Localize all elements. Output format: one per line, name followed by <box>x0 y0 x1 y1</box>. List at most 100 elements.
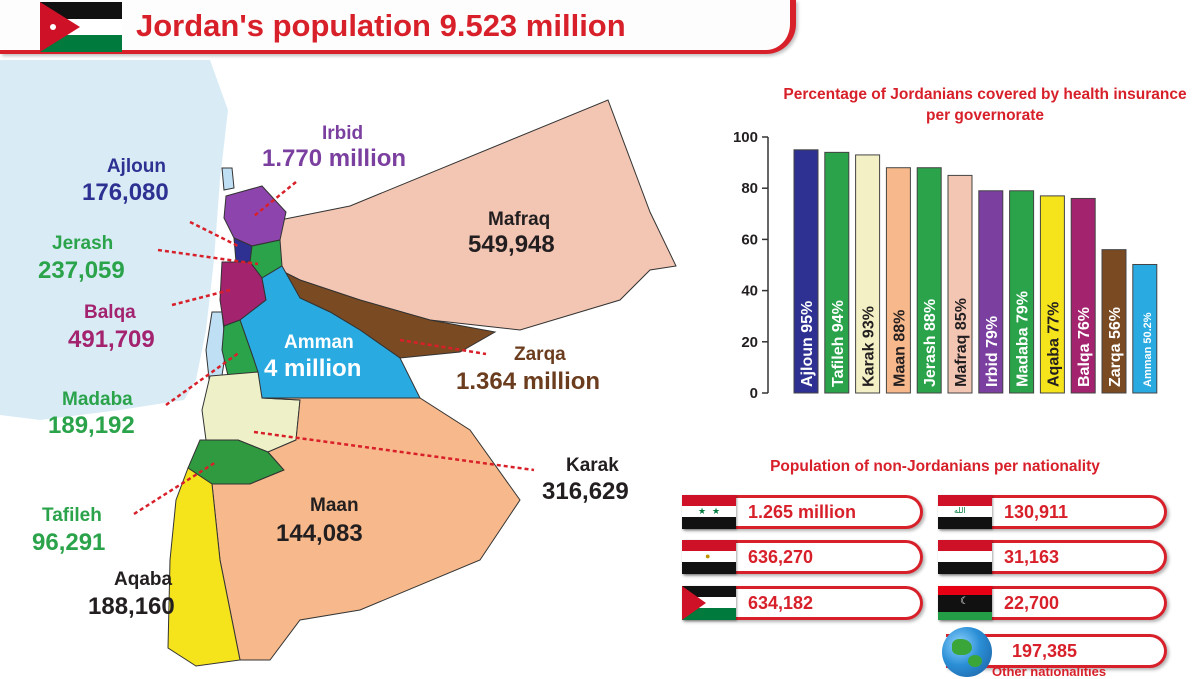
label-mafraq: Mafraq 549,948 <box>468 210 555 257</box>
label-name: Balqa <box>84 302 136 323</box>
bar-balqa <box>1070 197 1096 394</box>
label-maan: Maan 144,083 <box>276 496 363 546</box>
y-tick-label: 40 <box>741 283 758 300</box>
bar-label: Mafraq 85% <box>953 298 970 387</box>
nationality-egypt: ● 636,270 <box>682 540 923 574</box>
nationality-value: 634,182 <box>748 593 814 613</box>
yemen-flag <box>938 540 992 574</box>
label-name: Irbid <box>322 123 364 144</box>
label-value: 189,192 <box>48 412 135 439</box>
bar-label: Madaba 79% <box>1015 291 1032 387</box>
other-nationalities-label: Other nationalities <box>992 664 1107 679</box>
bar-ajloun <box>793 149 819 394</box>
palestine-flag <box>682 586 736 620</box>
nationality-value: 1.265 million <box>748 502 857 522</box>
region-amman <box>239 265 421 399</box>
label-value: 144,083 <box>276 520 363 547</box>
libya-flag: ☾ <box>938 586 992 620</box>
label-zarqa: Zarqa 1.364 million <box>456 345 600 394</box>
label-value: 549,948 <box>468 231 555 258</box>
nationality-other: 197,385 <box>942 627 1167 677</box>
nationality-value: 197,385 <box>1012 641 1078 661</box>
iraq-flag: الله <box>938 495 992 529</box>
label-madaba: Madaba 189,192 <box>48 390 135 438</box>
bar-label: Balqa 76% <box>1076 307 1093 387</box>
label-value: 491,709 <box>68 326 155 353</box>
label-name: Aqaba <box>114 569 173 590</box>
nationality-iraq: الله 130,911 <box>938 495 1167 529</box>
label-tafileh: Tafileh 96,291 <box>32 506 105 555</box>
bar-irbid <box>978 190 1004 394</box>
sea <box>0 60 228 420</box>
label-value: 316,629 <box>542 478 629 505</box>
bars: Ajloun 95% Tafileh 94% Karak 93% Maan 88% Je… <box>793 149 1158 394</box>
label-value: 1.770 million <box>262 145 407 172</box>
header: Jordan's population 9.523 million <box>0 0 808 54</box>
bar-label: Karak 93% <box>861 306 878 387</box>
y-tick-label: 80 <box>741 180 758 197</box>
label-name: Madaba <box>62 389 133 410</box>
label-value: 4 million <box>264 355 362 382</box>
y-axis: 0 20 40 60 80 100 <box>733 129 769 402</box>
label-name: Tafileh <box>42 505 102 526</box>
label-balqa: Balqa 491,709 <box>68 303 155 352</box>
label-name: Mafraq <box>488 209 551 230</box>
nationality-syria: ★ ★ 1.265 million <box>682 495 923 529</box>
jordan-map <box>0 60 677 667</box>
label-karak: Karak 316,629 <box>542 456 629 504</box>
y-tick-label: 20 <box>741 334 758 351</box>
region-aqaba <box>167 467 241 667</box>
bar-label: Zarqa 56% <box>1107 307 1124 387</box>
bar-label: Maan 88% <box>891 310 908 387</box>
globe-icon <box>942 627 992 677</box>
label-name: Maan <box>310 495 359 516</box>
bar-mafraq <box>947 174 973 394</box>
label-name: Ajloun <box>106 156 166 177</box>
nationality-value: 31,163 <box>1004 547 1060 567</box>
y-tick-label: 0 <box>750 385 758 402</box>
bar-label: Aqaba 77% <box>1045 302 1062 387</box>
nationality-palestine: 634,182 <box>682 586 923 620</box>
label-name: Amman <box>284 332 354 353</box>
bar-tafileh <box>824 151 850 394</box>
bar-aqaba <box>1039 195 1065 394</box>
bar-jerash <box>916 167 942 394</box>
bar-label: Ajloun 95% <box>799 301 816 387</box>
label-value: 176,080 <box>82 179 169 206</box>
nationality-libya: ☾ 22,700 <box>938 586 1167 620</box>
bar-amman <box>1132 263 1158 394</box>
egypt-flag: ● <box>682 540 736 574</box>
nationalities-title: Population of non-Jordanians per nationa… <box>770 458 1100 475</box>
chart-title: Percentage of Jordanians covered by heal… <box>783 86 1187 124</box>
jordan-flag <box>40 2 122 52</box>
bar-label: Amman 50.2% <box>1142 312 1154 387</box>
syria-flag: ★ ★ <box>682 495 736 529</box>
label-value: 188,160 <box>88 593 175 620</box>
pointer-lines <box>133 181 535 516</box>
nationality-value: 130,911 <box>1004 502 1069 522</box>
label-ajloun: Ajloun 176,080 <box>82 156 169 205</box>
nationality-yemen: 31,163 <box>938 540 1167 574</box>
bar-zarqa <box>1101 249 1127 394</box>
sea-of-galilee <box>221 167 235 191</box>
label-name: Zarqa <box>514 344 566 365</box>
region-irbid <box>223 185 287 247</box>
bar-label: Jerash 88% <box>922 299 939 387</box>
health-insurance-chart: 0 20 40 60 80 100 Ajloun 95% Tafileh 94% Karak … <box>733 129 1158 402</box>
label-value: 1.364 million <box>456 368 601 395</box>
label-jerash: Jerash 237,059 <box>38 234 125 283</box>
y-tick-label: 100 <box>733 129 758 146</box>
label-name: Jerash <box>52 233 114 254</box>
label-irbid: Irbid 1.770 million <box>262 124 406 171</box>
bar-label: Irbid 79% <box>984 316 1001 387</box>
bar-maan <box>885 167 911 394</box>
label-value: 96,291 <box>32 529 106 556</box>
label-aqaba: Aqaba 188,160 <box>88 570 175 619</box>
bar-karak <box>855 154 881 394</box>
page-title: Jordan's population 9.523 million <box>136 8 626 43</box>
label-name: Karak <box>566 455 619 476</box>
label-value: 237,059 <box>38 257 125 284</box>
y-tick-label: 60 <box>741 231 758 248</box>
nationality-value: 22,700 <box>1004 593 1060 613</box>
nationality-value: 636,270 <box>748 547 814 567</box>
